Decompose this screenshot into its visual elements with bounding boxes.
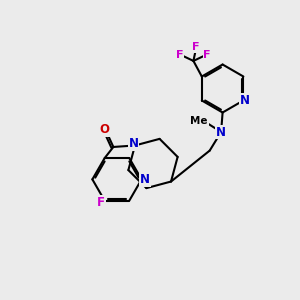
Text: N: N	[128, 137, 139, 151]
Text: F: F	[192, 42, 200, 52]
Text: N: N	[216, 125, 226, 139]
Text: O: O	[99, 123, 110, 136]
Text: F: F	[97, 196, 105, 209]
Text: F: F	[203, 50, 211, 61]
Text: N: N	[140, 173, 150, 186]
Text: Me: Me	[190, 116, 208, 126]
Text: N: N	[240, 94, 250, 107]
Text: F: F	[176, 50, 183, 61]
